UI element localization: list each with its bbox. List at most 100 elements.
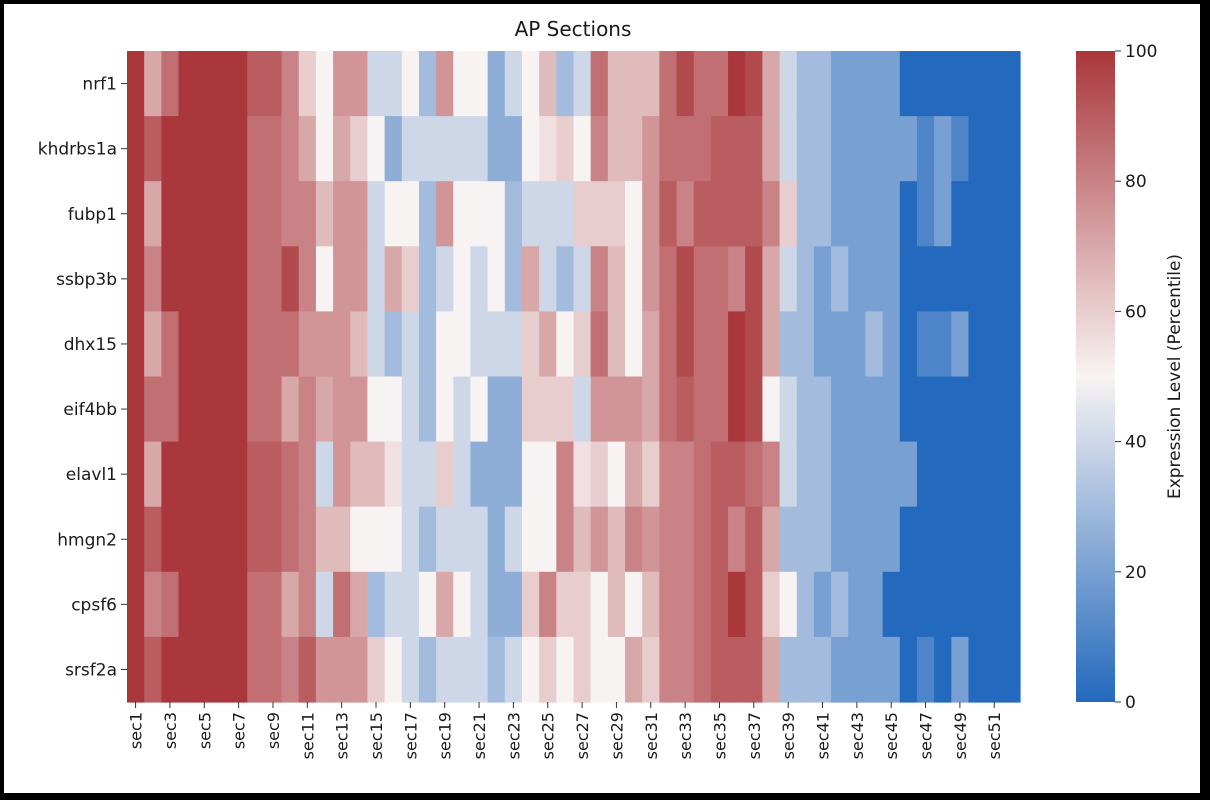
heatmap-cell [779, 246, 798, 312]
heatmap-cell [247, 246, 265, 312]
heatmap-cell [521, 311, 540, 378]
heatmap-cell [916, 51, 935, 117]
heatmap-cell [195, 181, 214, 247]
x-tick-label: sec17 [401, 712, 420, 759]
heatmap-cell [882, 311, 901, 378]
heatmap-cell [968, 311, 987, 378]
heatmap-cell [831, 246, 849, 312]
heatmap-cell [195, 441, 214, 508]
heatmap-cell [590, 51, 609, 117]
heatmap-cell [453, 376, 472, 443]
heatmap-cell [539, 636, 557, 703]
heatmap-cell [831, 311, 849, 378]
heatmap-cell [865, 181, 884, 247]
heatmap-cell [556, 116, 575, 182]
heatmap-cell [899, 441, 918, 508]
heatmap-cell [573, 246, 592, 312]
heatmap-cell [865, 441, 884, 508]
heatmap-cell [453, 116, 472, 182]
heatmap-cell [436, 376, 454, 443]
heatmap-cell [144, 311, 162, 378]
heatmap-cell [607, 181, 626, 247]
heatmap-cell [470, 506, 489, 573]
heatmap-cell [350, 441, 369, 508]
heatmap-cell [882, 51, 901, 117]
heatmap-cell [281, 636, 300, 703]
heatmap-cell [333, 51, 351, 117]
heatmap-cell [264, 51, 283, 117]
heatmap-cell [212, 441, 231, 508]
heatmap-cell [247, 181, 265, 247]
heatmap-cell [676, 116, 695, 182]
heatmap-cell [968, 571, 987, 638]
heatmap-cell [212, 246, 231, 312]
heatmap-cell [882, 116, 901, 182]
heatmap-cell [418, 636, 437, 703]
heatmap-cell [521, 116, 540, 182]
heatmap-cell [264, 376, 283, 443]
heatmap-cell [796, 246, 815, 312]
heatmap-cell [796, 376, 815, 443]
heatmap-cell [144, 51, 162, 117]
heatmap-cell [693, 376, 712, 443]
heatmap-cell [762, 246, 781, 312]
heatmap-cell [539, 246, 557, 312]
heatmap-cell [985, 51, 1004, 117]
heatmap-cells [127, 51, 1021, 703]
heatmap-cell [848, 571, 867, 638]
colorbar: 0 20 40 60 80 100 Expression Level (Percentil… [1076, 42, 1185, 713]
heatmap-cell [333, 636, 351, 703]
heatmap-cell [247, 571, 265, 638]
heatmap-cell [882, 376, 901, 443]
heatmap-cell [745, 636, 763, 703]
heatmap-cell [1002, 571, 1021, 638]
heatmap-cell [230, 116, 248, 182]
heatmap-cell [625, 51, 643, 117]
heatmap-cell [762, 116, 781, 182]
heatmap-cell [504, 311, 523, 378]
heatmap-cell [882, 506, 901, 573]
heatmap-cell [916, 571, 935, 638]
heatmap-cell [642, 376, 660, 443]
heatmap-cell [625, 506, 643, 573]
heatmap-cell [521, 506, 540, 573]
heatmap-cell [573, 441, 592, 508]
heatmap-cell [951, 376, 970, 443]
heatmap-cell [951, 51, 970, 117]
heatmap-cell [796, 181, 815, 247]
heatmap-cell [247, 636, 265, 703]
heatmap-cell [418, 441, 437, 508]
heatmap-cell [796, 116, 815, 182]
heatmap-cell [367, 246, 386, 312]
heatmap-cell [212, 181, 231, 247]
heatmap-cell [642, 181, 660, 247]
heatmap-cell [281, 376, 300, 443]
heatmap-cell [418, 376, 437, 443]
heatmap-cell [418, 116, 437, 182]
heatmap-cell [728, 116, 746, 182]
heatmap-cell [710, 51, 729, 117]
heatmap-cell [230, 311, 248, 378]
heatmap-cell [556, 311, 575, 378]
heatmap-cell [728, 246, 746, 312]
heatmap-cell [985, 636, 1004, 703]
heatmap-cell [487, 441, 506, 508]
heatmap-cell [315, 441, 334, 508]
heatmap-cell [384, 116, 403, 182]
heatmap-cell [521, 636, 540, 703]
heatmap-cell [848, 506, 867, 573]
heatmap-cell [264, 636, 283, 703]
heatmap-cell [539, 441, 557, 508]
heatmap-cell [796, 441, 815, 508]
heatmap-cell [865, 636, 884, 703]
heatmap-cell [504, 636, 523, 703]
heatmap-cell [367, 441, 386, 508]
heatmap-cell [144, 571, 162, 638]
heatmap-cell [144, 116, 162, 182]
heatmap-cell [281, 441, 300, 508]
heatmap-cell [745, 441, 763, 508]
heatmap-cell [1002, 51, 1021, 117]
heatmap-cell [298, 181, 317, 247]
heatmap-cell [934, 246, 952, 312]
heatmap-cell [659, 376, 678, 443]
